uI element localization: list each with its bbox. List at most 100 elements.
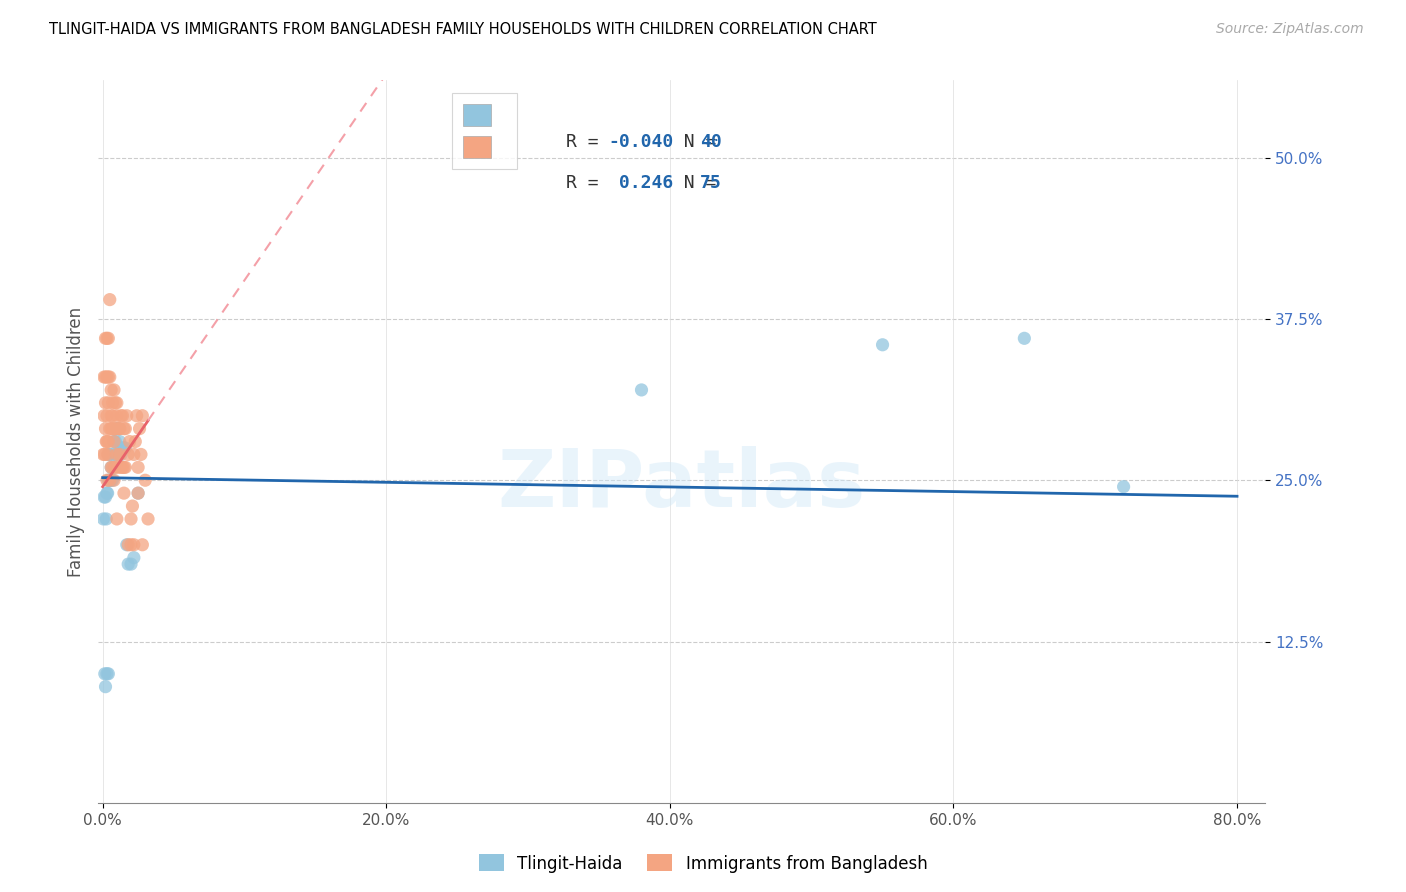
Point [105,512,128,526]
Point [110,409,132,423]
Point [105,396,128,410]
Point [94,422,117,436]
Point [101,409,124,423]
Point [114,441,136,455]
Point [131,538,153,552]
Point [103,434,125,449]
Point [100,409,122,423]
Point [97,434,120,449]
Text: 75: 75 [700,174,721,192]
Point [98,447,121,461]
Point [101,447,124,461]
Point [97,331,120,345]
Point [120,538,142,552]
Point [112,460,135,475]
Point [122,550,145,565]
Point [108,422,131,436]
Text: N =: N = [662,174,727,192]
Point [117,557,139,571]
Point [112,441,135,455]
Point [101,422,124,436]
Text: N =: N = [662,133,727,151]
Point [107,460,129,475]
Point [136,512,159,526]
Point [107,422,129,436]
Point [101,473,124,487]
Text: -0.040: -0.040 [609,133,673,151]
Point [103,422,125,436]
Text: R =: R = [567,133,610,151]
Point [96,434,118,449]
Legend: Tlingit-Haida, Immigrants from Bangladesh: Tlingit-Haida, Immigrants from Banglades… [472,847,934,880]
Text: 40: 40 [700,133,721,151]
Point [104,422,127,436]
Point [129,447,152,461]
Point [94,666,117,681]
Point [105,447,128,461]
Point [101,460,124,475]
Point [127,486,149,500]
Point [96,331,118,345]
Point [112,422,135,436]
Point [105,447,128,461]
Point [104,460,127,475]
Point [103,383,125,397]
Point [101,396,124,410]
Point [94,370,117,384]
Point [97,473,120,487]
Text: Source: ZipAtlas.com: Source: ZipAtlas.com [1216,22,1364,37]
Point [100,473,122,487]
Point [104,396,127,410]
Point [100,383,122,397]
Point [97,447,120,461]
Point [125,409,148,423]
Point [96,473,118,487]
Point [103,434,125,449]
Point [111,441,134,455]
Point [124,434,146,449]
Text: ZIPatlas: ZIPatlas [498,446,866,524]
Point [97,486,120,500]
Point [112,486,135,500]
Point [93,490,115,504]
Point [97,370,120,384]
Point [96,409,118,423]
Point [1112,480,1135,494]
Point [93,409,115,423]
Legend: , : , [451,93,517,169]
Point [120,557,142,571]
Point [108,434,131,449]
Point [108,447,131,461]
Point [115,538,138,552]
Point [96,512,118,526]
Point [100,460,122,475]
Point [98,473,121,487]
Point [104,434,127,449]
Text: 0.246: 0.246 [609,174,673,192]
Point [108,422,131,436]
Point [122,538,145,552]
Point [98,422,121,436]
Point [94,331,117,345]
Point [93,512,115,526]
Point [630,383,652,397]
Point [128,422,150,436]
Point [94,396,117,410]
Point [104,447,127,461]
Point [117,447,139,461]
Point [127,486,149,500]
Point [98,293,121,307]
Point [98,370,121,384]
Point [110,447,132,461]
Point [97,666,120,681]
Text: TLINGIT-HAIDA VS IMMIGRANTS FROM BANGLADESH FAMILY HOUSEHOLDS WITH CHILDREN CORR: TLINGIT-HAIDA VS IMMIGRANTS FROM BANGLAD… [49,22,877,37]
Point [134,473,156,487]
Point [111,409,134,423]
Point [103,460,125,475]
Point [96,434,118,449]
Point [115,409,138,423]
Point [114,422,136,436]
Point [96,370,118,384]
Point [93,447,115,461]
Point [118,434,141,449]
